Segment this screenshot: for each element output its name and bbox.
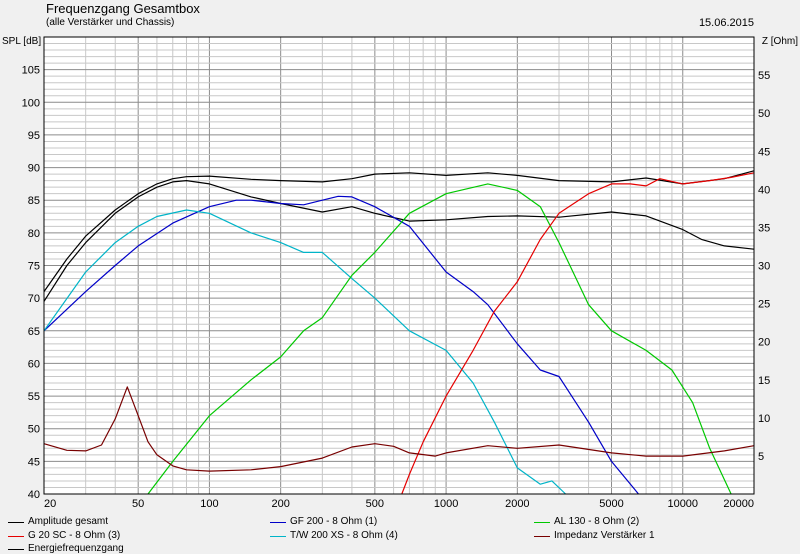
y2-tick-label: 55 [758, 70, 770, 82]
y-tick-label: 80 [28, 228, 40, 240]
x-tick-label: 5000 [599, 498, 623, 510]
legend-swatch-amplitude-gesamt [8, 522, 24, 523]
y2-tick-label: 5 [758, 451, 764, 463]
legend-label-g-20-sc-8-ohm-3: G 20 SC - 8 Ohm (3) [28, 530, 121, 541]
y-tick-label: 70 [28, 293, 40, 305]
y-tick-label: 65 [28, 326, 40, 338]
y-tick-label: 60 [28, 358, 40, 370]
legend-swatch-energiefrequenzgang [8, 549, 24, 550]
y-tick-label: 75 [28, 261, 40, 273]
y-tick-label: 90 [28, 163, 40, 175]
y2-tick-label: 45 [758, 146, 770, 158]
legend-label-amplitude-gesamt: Amplitude gesamt [28, 516, 109, 527]
x-tick-label: 20000 [723, 498, 754, 510]
legend-swatch-impedanz-verst-rker-1 [534, 536, 550, 537]
legend-label-al-130-8-ohm-2: AL 130 - 8 Ohm (2) [554, 516, 640, 527]
x-tick-label: 10000 [667, 498, 698, 510]
y-tick-label: 100 [22, 97, 40, 109]
y-tick-label: 95 [28, 130, 40, 142]
series-line-gf-200-8-ohm-1 [43, 195, 639, 495]
x-tick-label: 2000 [505, 498, 529, 510]
series-line-amplitude-gesamt [43, 170, 755, 292]
legend-label-impedanz-verst-rker-1: Impedanz Verstärker 1 [554, 530, 655, 541]
x-tick-label: 50 [132, 498, 144, 510]
y2-tick-label: 25 [758, 299, 770, 311]
legend-swatch-t-w-200-xs-8-ohm-4 [270, 536, 286, 537]
y2-tick-label: 35 [758, 222, 770, 234]
series-lines [43, 170, 755, 495]
chart-subtitle: (alle Verstärker und Chassis) [46, 17, 175, 28]
y2-tick-label: 50 [758, 108, 770, 120]
plot-frame [43, 36, 755, 495]
y-tick-label: 55 [28, 391, 40, 403]
series-line-impedanz-verst-rker-1 [43, 386, 755, 472]
series-line-t-w-200-xs-8-ohm-4 [43, 209, 567, 495]
axis-ticks: 40 45 50 55 60 65 70 75 80 85 90 95 100 105 5 10 15 20 25 3… [22, 65, 771, 510]
x-tick-label: 500 [366, 498, 384, 510]
y-tick-label: 50 [28, 424, 40, 436]
y2-tick-label: 15 [758, 375, 770, 387]
y2-tick-label: 30 [758, 261, 770, 273]
legend-label-energiefrequenzgang: Energiefrequenzgang [28, 543, 124, 554]
legend-swatch-g-20-sc-8-ohm-3 [8, 536, 24, 537]
chart-title: Frequenzgang Gesamtbox [46, 1, 200, 16]
chart-date: 15.06.2015 [698, 17, 754, 29]
x-tick-label: 200 [271, 498, 289, 510]
grid [43, 36, 755, 495]
legend-label-gf-200-8-ohm-1: GF 200 - 8 Ohm (1) [290, 516, 378, 527]
y2-tick-label: 10 [758, 413, 770, 425]
y2-tick-label: 20 [758, 337, 770, 349]
y2-axis-label: Z [Ohm] [761, 36, 798, 47]
y-tick-label: 105 [22, 65, 40, 77]
legend-swatch-gf-200-8-ohm-1 [270, 522, 286, 523]
y-tick-label: 40 [28, 489, 40, 501]
y-tick-label: 85 [28, 195, 40, 207]
y2-tick-label: 40 [758, 184, 770, 196]
y-axis-label: SPL [dB] [2, 36, 42, 47]
x-tick-label: 20 [44, 498, 56, 510]
legend-swatch-al-130-8-ohm-2 [534, 522, 550, 523]
x-tick-label: 100 [200, 498, 218, 510]
series-line-g-20-sc-8-ohm-3 [401, 172, 755, 495]
series-line-al-130-8-ohm-2 [147, 183, 732, 495]
x-tick-label: 1000 [434, 498, 458, 510]
y-tick-label: 45 [28, 456, 40, 468]
legend-label-t-w-200-xs-8-ohm-4: T/W 200 XS - 8 Ohm (4) [290, 530, 398, 541]
series-line-energiefrequenzgang [43, 180, 755, 302]
